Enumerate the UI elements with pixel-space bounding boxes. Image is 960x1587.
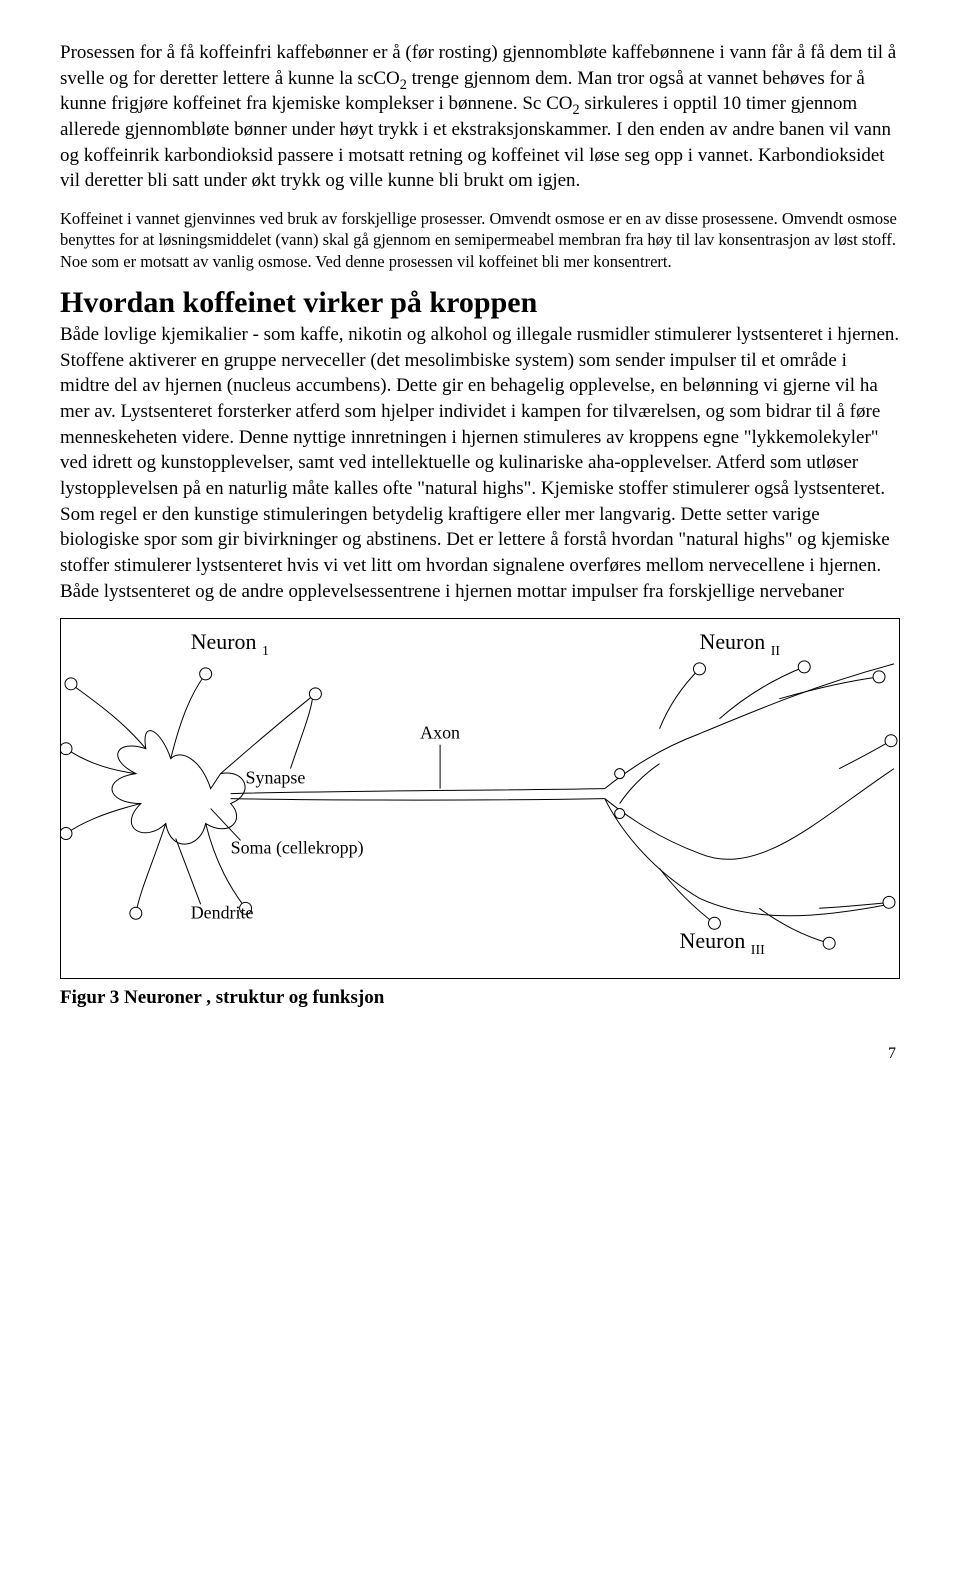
neuron2-body [605, 661, 897, 859]
label-dendrite: Dendrite [191, 902, 254, 922]
paragraph-1: Prosessen for å få koffeinfri kaffebønne… [60, 40, 900, 194]
label-neuron1: Neuron 1 [191, 629, 269, 659]
neuron1-soma [112, 731, 245, 845]
para1-sub1: 2 [400, 76, 407, 92]
leader-dendrite [176, 839, 201, 905]
label-neuron3: Neuron III [680, 928, 766, 958]
neuron1-dendrites [61, 668, 321, 919]
figure-neurons: Neuron 1 Neuron II Neuron III [60, 618, 900, 979]
label-synapse: Synapse [246, 768, 306, 788]
section-heading: Hvordan koffeinet virker på kroppen [60, 286, 900, 320]
paragraph-2: Koffeinet i vannet gjenvinnes ved bruk a… [60, 208, 900, 272]
paragraph-3: Både lovlige kjemikalier - som kaffe, ni… [60, 322, 900, 604]
label-soma: Soma (cellekropp) [231, 838, 364, 859]
label-neuron2: Neuron II [699, 629, 780, 659]
axon-line [231, 789, 605, 800]
para1-sub2: 2 [573, 102, 580, 118]
figure-caption: Figur 3 Neuroner , struktur og funksjon [60, 987, 900, 1009]
document-page: Prosessen for å få koffeinfri kaffebønne… [0, 0, 960, 1083]
label-axon: Axon [420, 723, 460, 743]
synapse-bulbs [615, 769, 625, 819]
page-number: 7 [60, 1045, 900, 1063]
leader-synapse [290, 699, 312, 769]
neuron-diagram: Neuron 1 Neuron II Neuron III [61, 619, 899, 978]
